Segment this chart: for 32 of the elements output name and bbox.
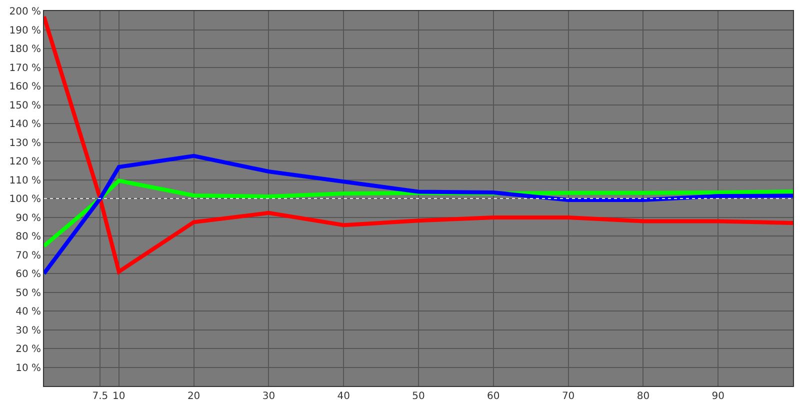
y-tick-label: 190 % xyxy=(9,25,41,36)
y-tick-label: 130 % xyxy=(9,138,41,149)
y-tick-label: 40 % xyxy=(16,306,41,318)
y-tick-label: 120 % xyxy=(9,156,41,168)
x-tick-label: 30 xyxy=(262,391,276,402)
y-tick-label: 20 % xyxy=(16,344,41,355)
x-tick-label: 80 xyxy=(636,391,650,402)
y-tick-label: 60 % xyxy=(16,269,41,280)
x-tick-label: 40 xyxy=(337,391,350,402)
x-tick-label: 70 xyxy=(562,391,575,402)
y-tick-label: 80 % xyxy=(16,232,41,242)
y-tick-label: 150 % xyxy=(9,100,41,112)
x-tick-label: 50 xyxy=(412,391,425,402)
x-tick-label: 7.5 xyxy=(92,391,108,402)
y-tick-label: 100 % xyxy=(9,194,41,205)
x-tick-label: 60 xyxy=(487,391,500,402)
line-series xyxy=(44,14,793,274)
x-tick-label: 10 xyxy=(112,391,126,402)
line-series xyxy=(44,154,793,276)
y-tick-label: 10 % xyxy=(16,362,41,374)
y-tick-label: 70 % xyxy=(16,250,41,262)
y-tick-label: 200 % xyxy=(9,6,41,18)
x-tick-label: 20 xyxy=(187,391,200,402)
y-tick-label: 30 % xyxy=(16,325,41,336)
x-tick-label: 90 xyxy=(712,391,724,402)
y-tick-label: 170 % xyxy=(9,62,41,74)
y-tick-label: 90 % xyxy=(16,212,41,224)
y-tick-label: 160 % xyxy=(9,82,41,92)
y-tick-label: 180 % xyxy=(9,44,41,55)
y-tick-label: 110 % xyxy=(9,175,41,186)
y-tick-label: 140 % xyxy=(9,119,41,130)
y-tick-label: 50 % xyxy=(16,288,41,299)
